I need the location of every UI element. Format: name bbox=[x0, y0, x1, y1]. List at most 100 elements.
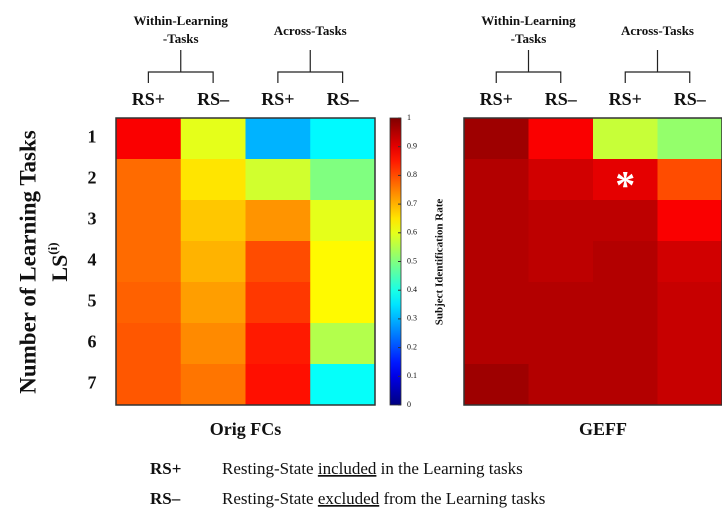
row-label: 1 bbox=[88, 127, 97, 147]
legend-text-part: Resting-State bbox=[222, 489, 318, 508]
colorbar-tick-label: 0.7 bbox=[407, 199, 417, 208]
heatmap-cell bbox=[528, 200, 594, 242]
legend-key: RS+ bbox=[150, 459, 181, 478]
group-bracket bbox=[147, 50, 214, 83]
legend-text: Resting-State included in the Learning t… bbox=[222, 459, 523, 478]
colorbar-tick-label: 0.6 bbox=[407, 228, 417, 237]
group-label: Within-Learning bbox=[134, 13, 229, 28]
heatmap-cell bbox=[593, 241, 658, 283]
heatmap-cell bbox=[180, 323, 246, 365]
heatmap-cell bbox=[116, 241, 182, 283]
column-label: RS+ bbox=[132, 89, 165, 109]
label-main: LS bbox=[47, 255, 72, 282]
colorbar-tick-label: 0.1 bbox=[407, 371, 417, 380]
heatmap-cell bbox=[657, 118, 722, 160]
heatmap-cell bbox=[245, 364, 311, 406]
colorbar-tick-label: 0.3 bbox=[407, 314, 417, 323]
group-bracket bbox=[495, 50, 562, 83]
legend-text: Resting-State excluded from the Learning… bbox=[222, 489, 545, 508]
heatmap-cell bbox=[593, 159, 658, 201]
heatmap-cell bbox=[245, 159, 311, 201]
legend-text-part: in the Learning tasks bbox=[376, 459, 522, 478]
row-label: 2 bbox=[88, 168, 97, 188]
label-sup: (i) bbox=[45, 242, 60, 254]
heatmap-cell bbox=[593, 118, 658, 160]
heatmap-cell bbox=[593, 323, 658, 365]
heatmap-cell bbox=[310, 282, 376, 324]
heatmap-cell bbox=[528, 118, 594, 160]
column-label: RS+ bbox=[609, 89, 642, 109]
heatmap-cell bbox=[464, 241, 529, 283]
heatmap-cell bbox=[464, 118, 529, 160]
column-label: RS+ bbox=[480, 89, 513, 109]
heatmap-cell bbox=[464, 323, 529, 365]
legend-text-part: included bbox=[318, 459, 377, 478]
y-axis-sublabel: LS(i) bbox=[45, 242, 72, 281]
panel-title: GEFF bbox=[579, 419, 627, 439]
colorbar-tick-label: 0.9 bbox=[407, 142, 417, 151]
group-bracket bbox=[277, 50, 344, 83]
colorbar-tick-label: 0.4 bbox=[407, 285, 417, 294]
row-label: 3 bbox=[88, 209, 97, 229]
heatmap-cell bbox=[180, 364, 246, 406]
heatmap-cell bbox=[657, 159, 722, 201]
group-label: Within-Learning bbox=[481, 13, 576, 28]
heatmap-cell bbox=[116, 364, 182, 406]
heatmap-cell bbox=[464, 364, 529, 406]
heatmap-cell bbox=[310, 241, 376, 283]
heatmap-cell bbox=[245, 118, 311, 160]
group-bracket bbox=[624, 50, 691, 83]
heatmap-cell bbox=[657, 323, 722, 365]
legend-text-part: Resting-State bbox=[222, 459, 318, 478]
heatmap-cell bbox=[180, 118, 246, 160]
heatmap-cell bbox=[245, 282, 311, 324]
heatmap-cell bbox=[310, 364, 376, 406]
colorbar-tick-label: 0.5 bbox=[407, 256, 417, 265]
row-label: 5 bbox=[88, 291, 97, 311]
group-label: Across-Tasks bbox=[274, 23, 347, 38]
column-label: RS– bbox=[197, 89, 230, 109]
heatmap-cell bbox=[116, 159, 182, 201]
heatmap-cell bbox=[593, 282, 658, 324]
legend-key: RS– bbox=[150, 489, 181, 508]
heatmap-cell bbox=[180, 282, 246, 324]
row-label: 7 bbox=[88, 373, 97, 393]
heatmap-cell bbox=[657, 200, 722, 242]
colorbar-tick-label: 0.2 bbox=[407, 342, 417, 351]
panel-border bbox=[463, 117, 722, 406]
row-label: 6 bbox=[88, 332, 97, 352]
colorbar-tick-label: 1 bbox=[407, 113, 411, 122]
heatmap-cell bbox=[464, 200, 529, 242]
heatmap-cell bbox=[116, 200, 182, 242]
heatmap-cell bbox=[180, 200, 246, 242]
heatmap-cell bbox=[180, 241, 246, 283]
column-label: RS– bbox=[674, 89, 707, 109]
heatmap-cell bbox=[528, 241, 594, 283]
heatmap-cell bbox=[528, 364, 594, 406]
heatmap-cell bbox=[593, 200, 658, 242]
heatmap-cell bbox=[180, 159, 246, 201]
group-label: Across-Tasks bbox=[621, 23, 694, 38]
heatmap-cell bbox=[310, 323, 376, 365]
heatmap-cell bbox=[116, 323, 182, 365]
heatmap-cell bbox=[245, 323, 311, 365]
heatmap-cell bbox=[464, 282, 529, 324]
legend-text-part: from the Learning tasks bbox=[379, 489, 545, 508]
row-label: 4 bbox=[88, 250, 97, 270]
annotation: * bbox=[615, 163, 635, 208]
heatmap-cell bbox=[464, 159, 529, 201]
group-label: -Tasks bbox=[511, 31, 547, 46]
heatmap-cell bbox=[116, 282, 182, 324]
heatmap-cell bbox=[116, 118, 182, 160]
heatmap-cell bbox=[245, 241, 311, 283]
group-label: -Tasks bbox=[163, 31, 199, 46]
colorbar-tick-label: 0.8 bbox=[407, 170, 417, 179]
heatmap-cell bbox=[528, 323, 594, 365]
heatmap-cell bbox=[310, 118, 376, 160]
column-label: RS+ bbox=[261, 89, 294, 109]
legend-text-part: excluded bbox=[318, 489, 380, 508]
panel-title: Orig FCs bbox=[210, 419, 282, 439]
y-axis-label: Number of Learning Tasks bbox=[15, 130, 40, 394]
heatmap-cell bbox=[593, 364, 658, 406]
